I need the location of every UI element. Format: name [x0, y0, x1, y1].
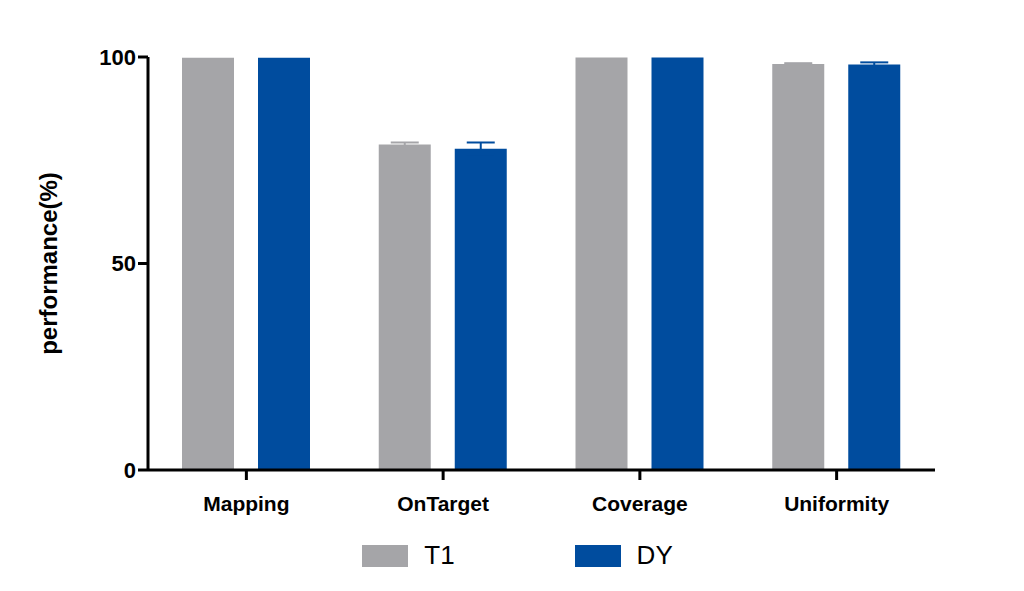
svg-text:Uniformity: Uniformity	[784, 492, 889, 515]
svg-text:100: 100	[99, 45, 136, 70]
svg-text:OnTarget: OnTarget	[397, 492, 489, 515]
svg-text:Coverage: Coverage	[592, 492, 688, 515]
svg-text:performance(%): performance(%)	[35, 172, 62, 355]
html-text:DY: DY	[636, 540, 673, 570]
svg-text:50: 50	[112, 251, 136, 276]
html-text:T1: T1	[424, 540, 455, 570]
svg-text:0: 0	[124, 458, 136, 483]
svg-text:Mapping: Mapping	[203, 492, 289, 515]
